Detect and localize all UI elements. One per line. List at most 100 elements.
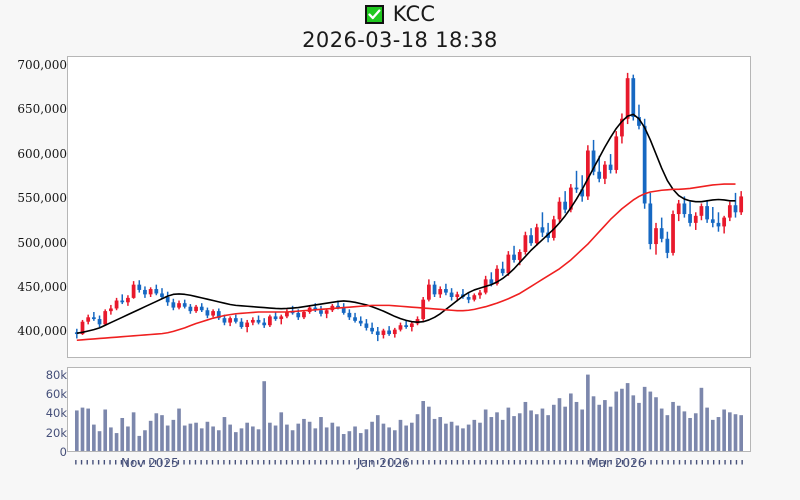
candle-body	[177, 303, 181, 308]
volume-bar	[716, 417, 721, 451]
volume-bar	[211, 426, 215, 451]
candle-body	[160, 293, 164, 297]
candle-body	[733, 205, 738, 213]
volume-bar	[262, 381, 267, 451]
volume-bar	[739, 415, 743, 451]
candle-body	[665, 238, 670, 253]
volume-bar	[131, 412, 136, 451]
candle-body	[671, 214, 675, 253]
volume-bar	[676, 405, 681, 451]
candle-body	[409, 323, 414, 328]
candle-body	[336, 305, 340, 308]
volume-bar	[665, 415, 670, 451]
volume-bar	[199, 428, 204, 451]
volume-bar	[529, 410, 533, 451]
volume-bar	[728, 412, 732, 451]
volume-y-axis: 0 20k 40k 60k 80k	[0, 0, 67, 500]
volume-bar	[580, 409, 585, 451]
candle-body	[302, 312, 306, 318]
candle-body	[727, 205, 732, 218]
volume-bar	[557, 398, 562, 451]
price-y-tick-label: 650,000	[17, 102, 67, 117]
volume-bar	[631, 395, 636, 451]
candle-body	[495, 268, 499, 284]
candle-body	[126, 297, 130, 303]
volume-bar	[75, 410, 79, 451]
candle-body	[466, 297, 471, 300]
volume-bar	[302, 418, 306, 451]
candle-body	[97, 319, 102, 325]
price-y-axis: 400,000 450,000 500,000 550,000 600,000 650,0…	[0, 0, 67, 500]
volume-bar	[398, 419, 403, 451]
volume-bar	[222, 417, 227, 451]
chart-title-block: KCC 2026-03-18 18:38	[0, 0, 800, 51]
candle-body	[375, 331, 380, 335]
candle-body	[245, 322, 250, 327]
candle-body	[250, 319, 255, 323]
candle-body	[353, 317, 357, 321]
volume-bar	[574, 401, 579, 451]
volume-bar	[165, 425, 170, 451]
candle-body	[716, 222, 721, 227]
volume-bar	[148, 420, 153, 451]
candle-body	[86, 317, 91, 322]
volume-bar	[614, 391, 619, 451]
candle-body	[347, 312, 352, 318]
volume-bar	[534, 414, 539, 451]
price-chart-panel[interactable]	[67, 56, 751, 358]
candle-body	[654, 228, 658, 245]
candle-body	[182, 303, 187, 307]
candle-body	[216, 311, 221, 319]
candle-body	[233, 318, 238, 322]
volume-bar	[358, 433, 363, 451]
volume-bar	[364, 429, 369, 451]
candle-body	[358, 320, 363, 324]
candle-body	[381, 330, 386, 335]
candle-body	[74, 332, 79, 335]
candle-body	[699, 206, 704, 216]
volume-bar	[375, 415, 380, 451]
volume-bar	[92, 424, 96, 451]
candle-body	[188, 306, 193, 312]
volume-bar	[597, 404, 602, 451]
volume-bar	[688, 417, 692, 451]
candle-body	[676, 203, 681, 215]
volume-bar	[404, 425, 408, 451]
candle-body	[421, 299, 426, 320]
volume-bar	[279, 412, 284, 451]
volume-bar	[205, 421, 210, 451]
candle-body	[529, 235, 533, 244]
volume-bar	[97, 431, 102, 451]
candle-body	[114, 300, 119, 309]
candle-body	[370, 327, 374, 332]
volume-bar	[444, 423, 448, 451]
volume-bar	[483, 409, 488, 451]
volume-bar	[319, 417, 323, 451]
price-y-tick-label: 450,000	[17, 279, 67, 294]
chart-timestamp: 2026-03-18 18:38	[302, 28, 498, 52]
candle-body	[444, 289, 448, 293]
volume-bar	[233, 432, 238, 451]
volume-bar	[381, 423, 386, 451]
volume-bar	[682, 411, 687, 451]
volume-bar	[722, 409, 726, 451]
volume-bar	[637, 402, 641, 451]
volume-bar	[336, 426, 340, 451]
candle-body	[625, 78, 630, 119]
volume-bar	[466, 424, 471, 451]
volume-bar	[500, 419, 505, 451]
candle-body	[489, 279, 494, 284]
candle-body	[688, 214, 692, 223]
candle-body	[682, 203, 687, 215]
volume-bar	[733, 414, 738, 451]
volume-chart-panel[interactable]	[67, 367, 751, 452]
candle-body	[296, 312, 301, 318]
candle-body	[279, 316, 284, 320]
candle-body	[392, 329, 397, 335]
candle-body	[739, 196, 744, 213]
candle-body	[637, 117, 641, 126]
volume-bar	[143, 430, 147, 451]
candle-body	[614, 136, 619, 170]
